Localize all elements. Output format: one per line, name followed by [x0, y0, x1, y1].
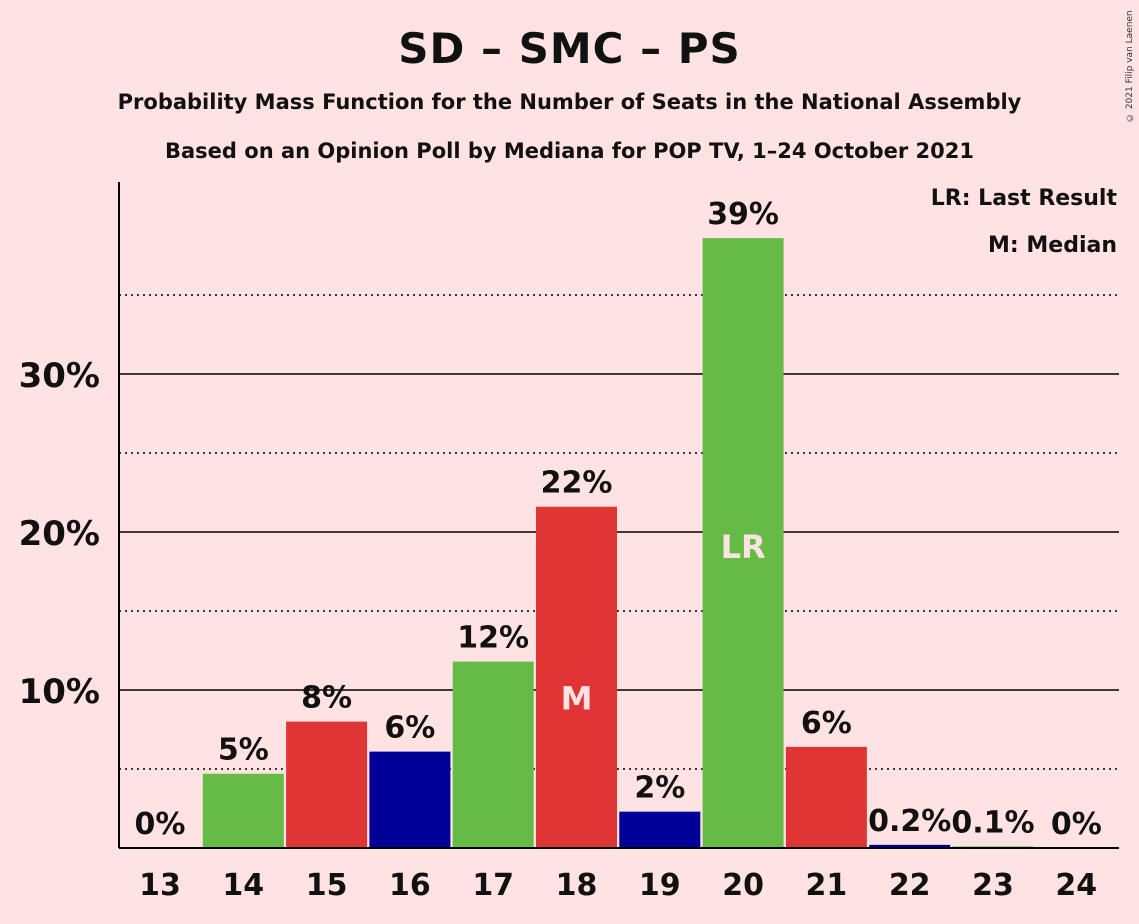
x-tick-label: 19 [639, 868, 681, 903]
bar-seat-16 [369, 751, 451, 848]
bar-seat-20 [702, 238, 784, 848]
bar-value-label: 5% [218, 733, 269, 768]
median-marker: M [561, 679, 593, 717]
bar-seat-14 [202, 773, 284, 848]
x-tick-label: 24 [1055, 868, 1097, 903]
bar-seat-18 [536, 506, 617, 848]
chart-subtitle: Probability Mass Function for the Number… [117, 90, 1022, 114]
bar-value-label: 0.2% [868, 804, 951, 839]
x-tick-label: 21 [806, 868, 848, 903]
bar-value-label: 22% [541, 466, 613, 501]
x-tick-label: 18 [556, 868, 598, 903]
bar-value-label: 0% [1051, 807, 1102, 842]
legend-median: M: Median [988, 233, 1117, 258]
bar-seat-17 [452, 661, 534, 848]
x-tick-label: 15 [306, 868, 348, 903]
bar-value-label: 0% [135, 807, 186, 842]
chart-title: SD – SMC – PS [398, 24, 741, 73]
bar-seat-15 [286, 721, 368, 848]
x-tick-label: 20 [722, 868, 764, 903]
bar-value-label: 8% [301, 681, 352, 716]
bar-value-label: 6% [384, 711, 435, 746]
x-tick-label: 17 [472, 868, 514, 903]
bar-value-label: 6% [801, 706, 852, 741]
last-result-marker: LR [721, 528, 766, 566]
bar-value-label: 2% [634, 771, 685, 806]
bar-value-label: 39% [707, 197, 779, 232]
x-tick-label: 13 [139, 868, 181, 903]
x-tick-label: 14 [222, 868, 264, 903]
bar-value-label: 0.1% [951, 805, 1034, 840]
legend-last-result: LR: Last Result [930, 186, 1117, 211]
bar-seat-19 [619, 811, 701, 848]
y-tick-label: 30% [19, 356, 100, 396]
bar-seat-21 [785, 746, 867, 848]
x-tick-label: 22 [889, 868, 931, 903]
chart-source-subtitle: Based on an Opinion Poll by Mediana for … [165, 139, 974, 163]
bar-seat-22 [869, 844, 951, 848]
y-tick-label: 20% [19, 514, 100, 554]
y-tick-label: 10% [19, 672, 100, 712]
bar-value-label: 12% [457, 621, 529, 656]
x-tick-label: 16 [389, 868, 431, 903]
x-tick-label: 23 [972, 868, 1014, 903]
